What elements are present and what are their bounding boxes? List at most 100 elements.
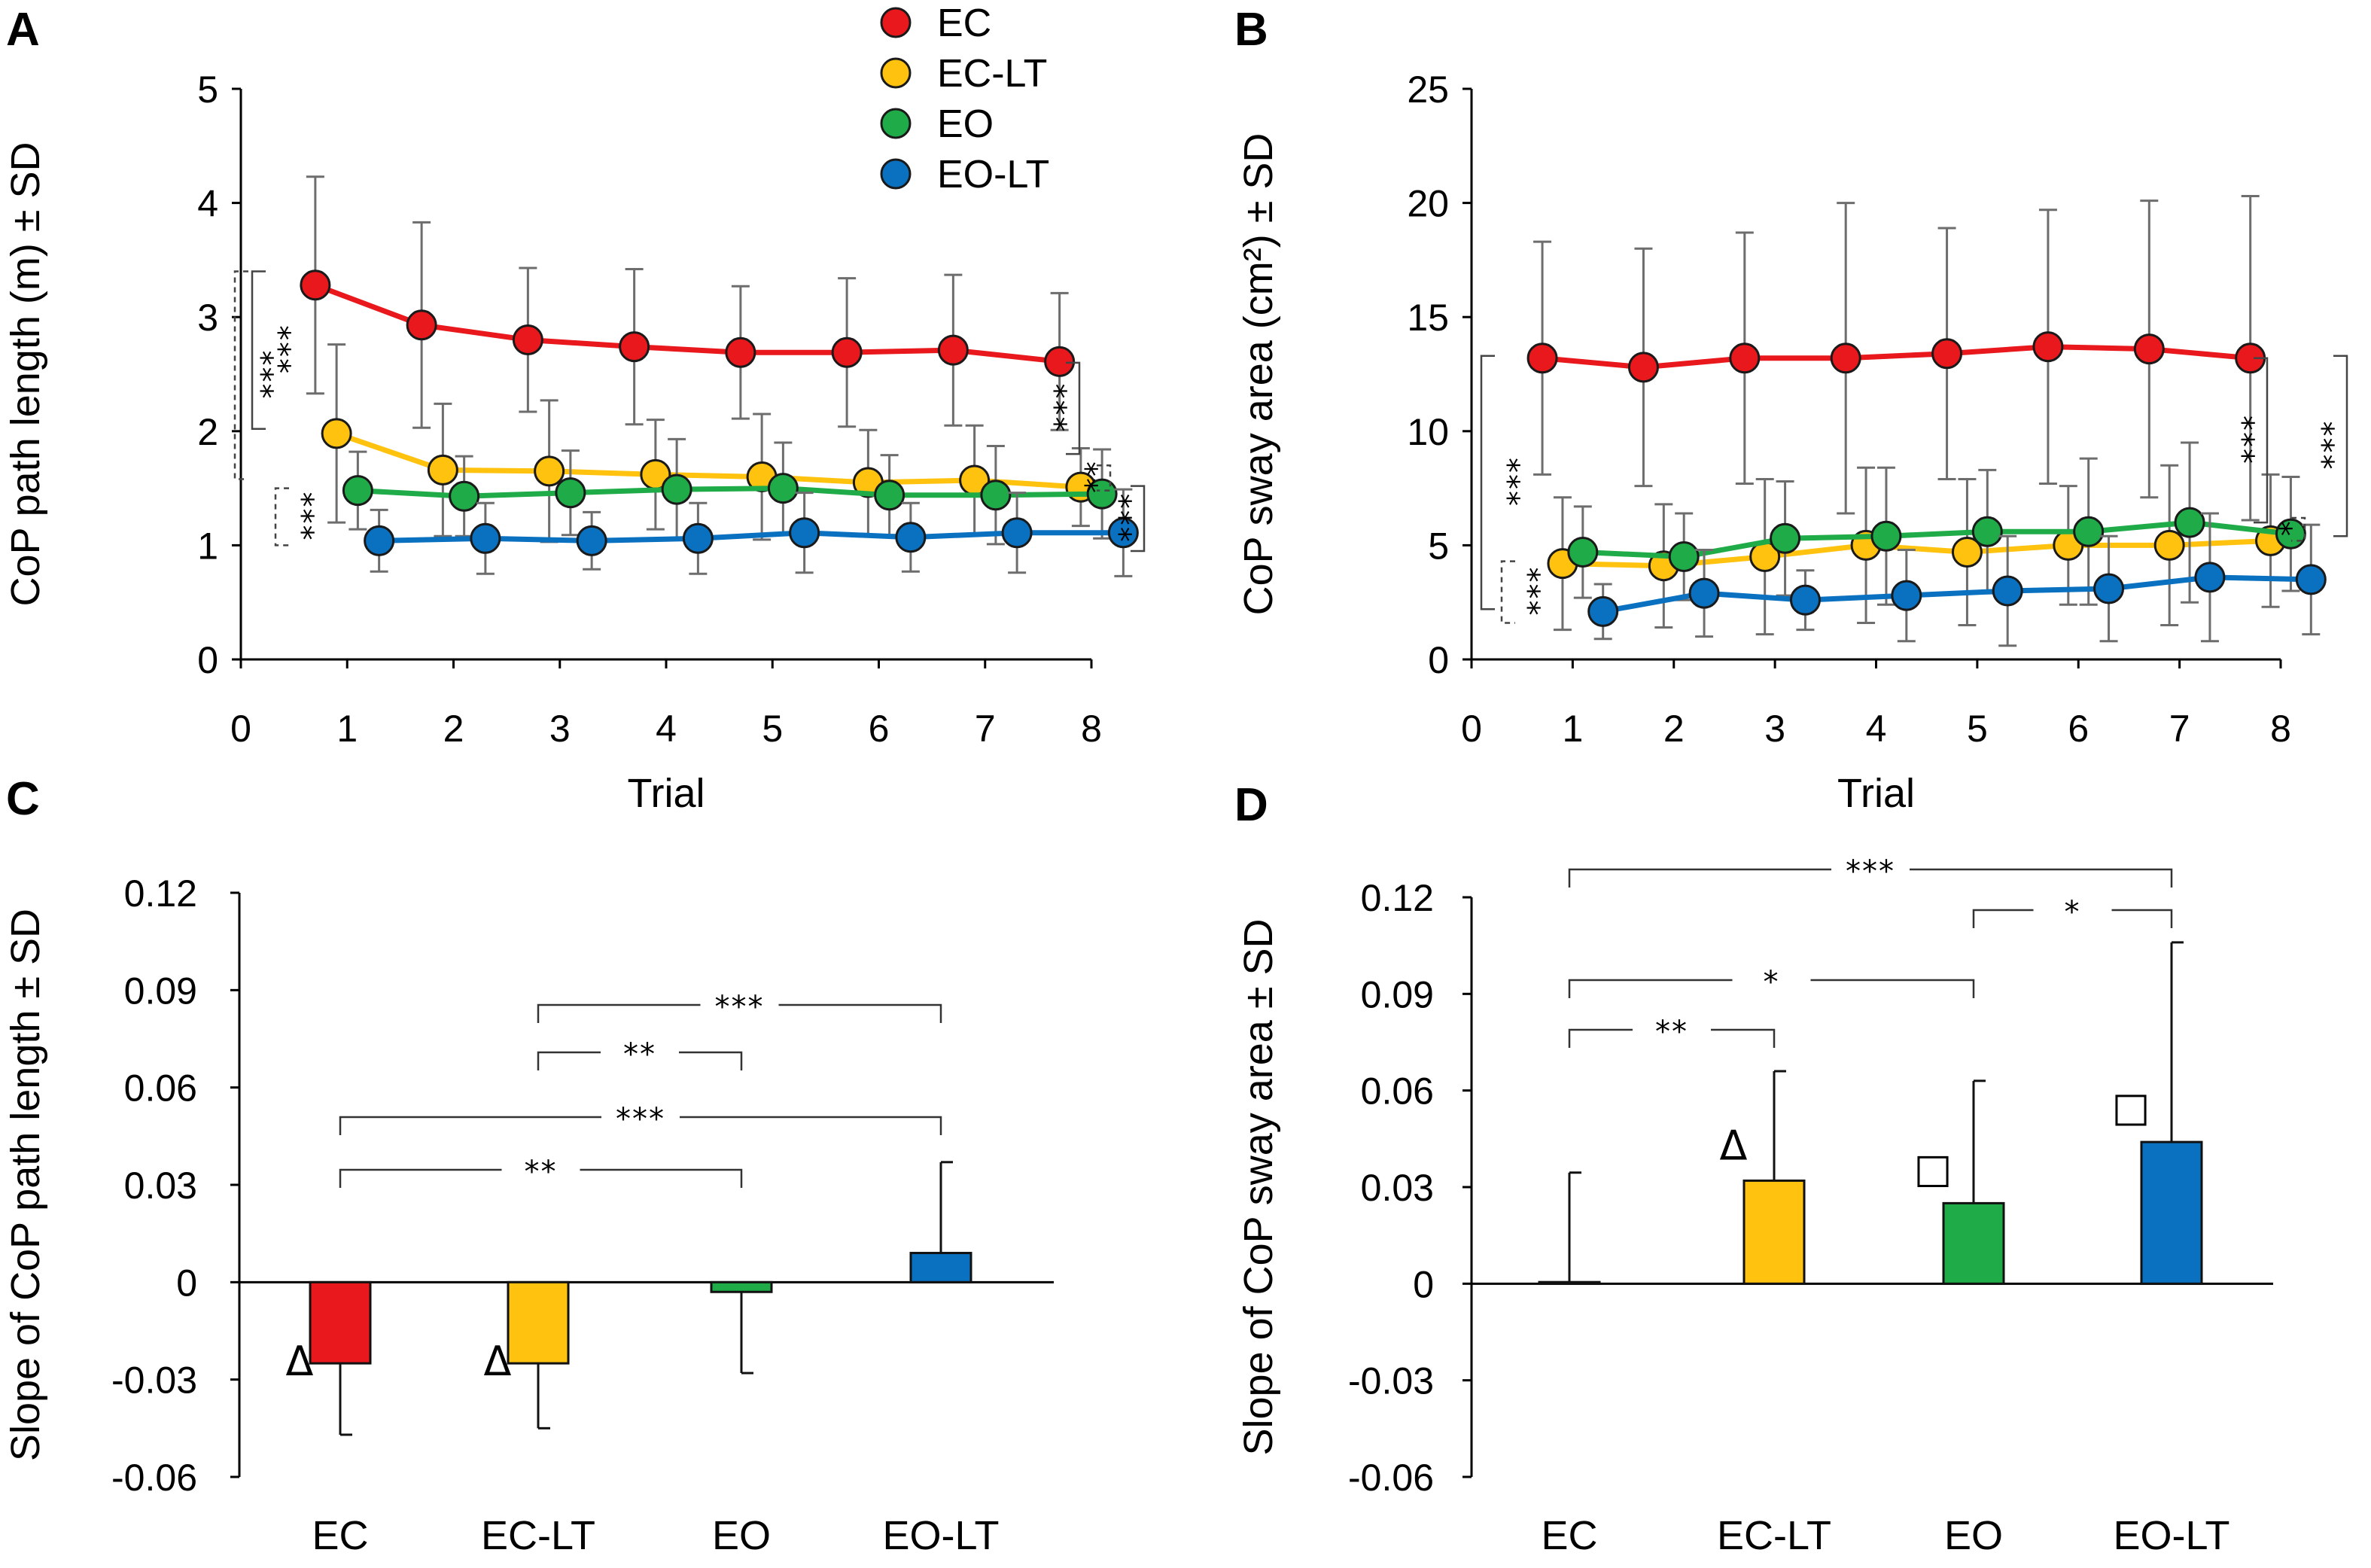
marker-symbol: Δ xyxy=(1720,1122,1748,1169)
panel-letter-C: C xyxy=(6,773,40,825)
legend-label-eo-lt: EO-LT xyxy=(937,153,1049,196)
bar-group-ec: EC xyxy=(1538,1171,1601,1558)
data-point xyxy=(512,324,543,356)
data-point xyxy=(2032,331,2064,363)
series-line xyxy=(358,486,1103,499)
y-tick-label: 0 xyxy=(1413,1263,1434,1305)
data-point xyxy=(321,418,352,449)
significance-bracket: *** xyxy=(274,487,319,547)
x-tick-label: 4 xyxy=(656,708,677,750)
series-line xyxy=(314,282,1060,364)
label-background xyxy=(700,993,779,1017)
bracket-line xyxy=(274,487,289,547)
y-tick-label: 4 xyxy=(197,183,218,225)
data-point xyxy=(1931,338,1963,370)
legend-marker-ec xyxy=(880,7,912,38)
significance-label: ** xyxy=(525,1155,558,1189)
panel-B: B 0 5 10 15 20 25 0 1 2 3 4 5 6 7 8 Trial CoP sway area (… xyxy=(1234,4,2348,816)
bracket-line xyxy=(1480,355,1495,610)
y-tick-label: 25 xyxy=(1407,69,1449,111)
significance-bracket: * xyxy=(2263,516,2306,542)
bar-group-ec-lt: EC-LT Δ xyxy=(481,1280,595,1558)
y-tick-label: 5 xyxy=(197,69,218,111)
data-point xyxy=(300,269,331,301)
label-background xyxy=(601,1040,679,1064)
y-tick-label: 0.03 xyxy=(124,1165,197,1207)
bar-group-eo-lt: EO-LT □ xyxy=(2111,941,2230,1558)
category-label: EO xyxy=(712,1513,771,1558)
category-label: EO-LT xyxy=(2113,1513,2229,1558)
y-tick-label: 0.03 xyxy=(1361,1167,1434,1209)
data-point xyxy=(1830,343,1861,374)
category-label: EO xyxy=(1944,1513,2003,1558)
y-tick-label: 0.12 xyxy=(1361,877,1434,919)
significance-bracket: *** xyxy=(251,270,296,431)
data-point xyxy=(342,475,373,507)
panel-A: A 0 1 2 3 4 5 0 1 2 3 4 5 6 7 8 Trial CoP path length (m)… xyxy=(3,4,1146,816)
y-tick-label: 0.09 xyxy=(124,970,197,1012)
series-eo-lt xyxy=(364,488,1139,577)
y-axis-label: Slope of CoP sway area ± SD xyxy=(1236,919,1281,1456)
significance-bracket: *** xyxy=(1568,854,2173,889)
y-axis-label: CoP path length (m) ± SD xyxy=(3,142,48,607)
significance-label: *** xyxy=(2305,422,2339,471)
data-point xyxy=(937,334,969,366)
series-line xyxy=(379,530,1124,543)
data-point xyxy=(534,455,565,487)
significance-label: ** xyxy=(1068,461,1103,495)
bracket-line xyxy=(251,270,266,431)
significance-label: *** xyxy=(244,351,278,400)
bracket-line xyxy=(1066,361,1081,455)
x-tick-label: 8 xyxy=(2270,708,2291,750)
significance-bracket: ** xyxy=(1568,1015,1776,1049)
significance-label: *** xyxy=(261,325,296,375)
series-ec-lt xyxy=(1547,464,2287,636)
significance-label: *** xyxy=(285,492,319,542)
data-point xyxy=(2194,562,2226,593)
data-point xyxy=(1044,346,1076,377)
data-point xyxy=(1567,536,1599,568)
significance-label: ** xyxy=(623,1037,656,1072)
x-tick-label: 2 xyxy=(1663,708,1685,750)
marker-symbol: Δ xyxy=(484,1338,512,1385)
y-tick-label: 2 xyxy=(197,411,218,453)
data-point xyxy=(2153,529,2185,561)
data-point xyxy=(555,477,586,509)
x-tick-label: 5 xyxy=(1967,708,1988,750)
x-tick-label: 7 xyxy=(2169,708,2190,750)
x-tick-label: 1 xyxy=(336,708,358,750)
bar xyxy=(710,1280,773,1293)
significance-bracket: ** xyxy=(339,1155,743,1189)
x-tick-label: 1 xyxy=(1562,708,1583,750)
bracket-line xyxy=(2254,357,2269,524)
bar xyxy=(1942,1201,2005,1285)
data-point xyxy=(661,473,692,505)
legend: EC EC-LT EO EO-LT xyxy=(880,2,1049,196)
y-tick-label: -0.06 xyxy=(1348,1457,1434,1499)
bracket-line xyxy=(2291,516,2306,542)
data-point xyxy=(789,517,820,549)
series-eo-lt xyxy=(1587,512,2327,647)
series-ec xyxy=(1526,195,2266,522)
y-tick-label: 10 xyxy=(1407,411,1449,453)
y-tick-label: 0 xyxy=(176,1262,197,1304)
legend-label-ec: EC xyxy=(937,2,991,45)
panel-letter-D: D xyxy=(1234,779,1268,831)
label-background xyxy=(601,1105,680,1129)
label-background xyxy=(1633,1018,1711,1042)
x-axis-label: Trial xyxy=(628,771,705,816)
data-point xyxy=(2073,516,2105,547)
significance-bracket: *** xyxy=(1500,560,1545,624)
significance-label: *** xyxy=(2225,416,2260,465)
series-ec xyxy=(300,175,1076,431)
data-point xyxy=(1001,517,1033,549)
data-point xyxy=(1107,517,1139,549)
bar-group-eo-lt: EO-LT xyxy=(882,1161,1000,1558)
x-tick-label: 0 xyxy=(230,708,251,750)
data-point xyxy=(1971,516,2003,547)
data-point xyxy=(406,309,437,341)
legend-label-ec-lt: EC-LT xyxy=(937,52,1047,96)
y-axis-label: Slope of CoP path length ± SD xyxy=(3,909,48,1461)
significance-label: *** xyxy=(1846,854,1895,889)
